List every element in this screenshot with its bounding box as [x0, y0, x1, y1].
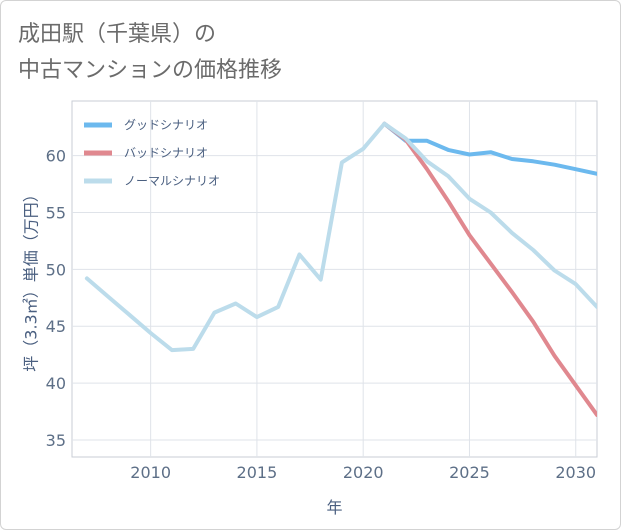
series-line-2 [84, 121, 597, 353]
x-tick-label: 2025 [449, 463, 490, 482]
series-lines [84, 121, 597, 417]
legend-label: ノーマルシナリオ [124, 174, 220, 188]
x-tick-label: 2010 [130, 463, 171, 482]
axis-ticks: 2010 2015 2020 2025 2030 35 40 45 50 55 60 [46, 147, 596, 482]
series-line-1 [382, 121, 597, 417]
y-tick-label: 35 [46, 431, 66, 450]
legend-label: グッドシナリオ [124, 118, 208, 132]
y-tick-label: 55 [46, 203, 66, 222]
legend-label: バッドシナリオ [124, 146, 208, 160]
x-tick-label: 2020 [343, 463, 384, 482]
x-tick-label: 2015 [237, 463, 278, 482]
x-tick-label: 2030 [555, 463, 596, 482]
chart-title-line-2: 中古マンションの価格推移 [18, 58, 283, 83]
grid [72, 101, 597, 457]
y-tick-label: 50 [46, 260, 66, 279]
series-line-0 [382, 121, 597, 176]
plot-area [71, 100, 598, 458]
x-axis-label: 年 [326, 498, 342, 517]
chart-title: 成田駅（千葉県）の 中古マンションの価格推移 [18, 17, 282, 89]
chart-title-line-1: 成田駅（千葉県）の [18, 22, 217, 47]
y-tick-label: 40 [46, 374, 66, 393]
y-tick-label: 45 [46, 317, 66, 336]
y-tick-label: 60 [46, 147, 66, 166]
y-axis-label: 坪（3.3㎡）単価（万円） [22, 186, 41, 371]
